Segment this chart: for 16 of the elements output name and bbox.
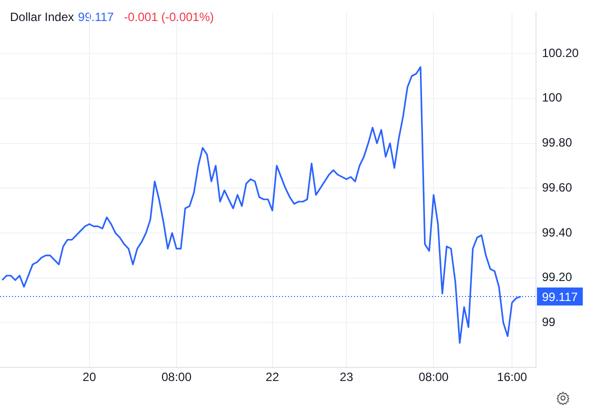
y-tick-label: 100	[542, 90, 562, 105]
y-tick-label: 99.40	[542, 225, 572, 240]
x-tick-label: 08:00	[161, 370, 192, 384]
y-tick-label: 99.20	[542, 270, 572, 284]
x-tick-label: 23	[340, 370, 354, 384]
ref-line-label: 99.117	[542, 290, 578, 304]
y-tick-label: 99	[542, 315, 556, 330]
chart-title: Dollar Index	[10, 10, 74, 24]
x-tick-label: 20	[82, 370, 96, 384]
y-tick-label: 99.60	[542, 180, 572, 194]
y-tick-label: 99.80	[542, 136, 572, 150]
x-tick-label: 08:00	[418, 370, 449, 384]
x-tick-label: 16:00	[497, 370, 528, 384]
annotation: -0.001 (-0.001%)	[124, 10, 214, 24]
x-tick-label: 22	[266, 370, 280, 384]
y-tick-label: 100.20	[542, 46, 580, 60]
